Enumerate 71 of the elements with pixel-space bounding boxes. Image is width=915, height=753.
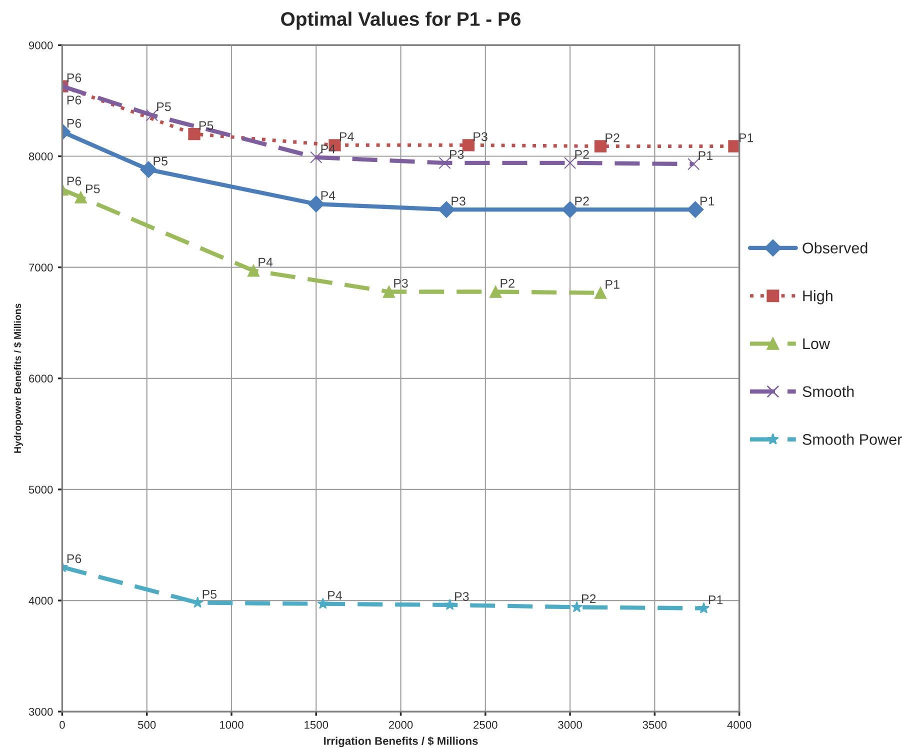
x-tick-label: 2000: [388, 720, 413, 729]
point: [444, 598, 456, 610]
annotation: P5: [154, 156, 168, 166]
x-tick-label: 500: [138, 720, 156, 729]
point: [188, 128, 200, 140]
annotation: P5: [199, 121, 214, 130]
annotation: P2: [606, 133, 620, 142]
point: [594, 140, 607, 152]
annotation: P6: [67, 118, 82, 128]
annotation: P6: [67, 554, 82, 564]
legend-label: High: [803, 290, 832, 304]
x-tick-label: 2500: [474, 720, 498, 729]
point: [462, 139, 475, 152]
annotation: P4: [321, 144, 336, 154]
annotation: P5: [86, 184, 100, 194]
y-tick-label: 8000: [28, 152, 53, 160]
annotation: P1: [606, 280, 620, 289]
y-tick-label: 4000: [28, 596, 53, 605]
annotation: P5: [157, 102, 171, 112]
point: [438, 156, 451, 169]
annotation: P5: [202, 590, 217, 599]
point: [74, 191, 87, 204]
annotation: P1: [698, 151, 712, 160]
y-tick-label: 5000: [28, 486, 53, 494]
point: [564, 156, 576, 169]
annotation: P6: [67, 96, 82, 104]
annotation: P1: [708, 596, 723, 604]
annotation: P2: [500, 278, 514, 288]
y-tick-label: 9000: [29, 41, 53, 50]
annotation: P4: [340, 132, 354, 141]
x-tick-label: 0: [60, 720, 65, 729]
annotation: P1: [700, 196, 714, 206]
annotation: P3: [394, 278, 408, 288]
x-tick-label: 3500: [642, 720, 667, 729]
y-axis-title: Hydropower Benefits / $ Millions: [14, 304, 23, 453]
legend-label: Low: [803, 338, 830, 350]
point: [688, 158, 700, 170]
annotation: P4: [321, 191, 336, 200]
annotation: P6: [67, 73, 82, 82]
x-axis-title: Irrigation Benefits / $ Millions: [324, 736, 478, 748]
legend-label: Smooth: [802, 386, 854, 398]
annotation: P2: [582, 594, 596, 604]
legend-label: Smooth Power: [802, 434, 902, 445]
x-tick-label: 1500: [304, 720, 328, 729]
point: [698, 602, 710, 614]
annotation: P3: [474, 132, 488, 142]
point: [310, 151, 322, 164]
annotation: P2: [575, 150, 589, 159]
point: [571, 601, 583, 612]
x-tick-label: 1000: [220, 720, 244, 729]
point: [382, 286, 395, 298]
chart-title: Optimal Values for P1 - P6: [281, 12, 521, 30]
annotation: P4: [328, 591, 342, 600]
annotation: P4: [258, 258, 273, 266]
point: [594, 286, 607, 299]
annotation: P3: [452, 196, 466, 206]
annotation: P6: [67, 176, 82, 186]
y-tick-label: 3000: [28, 708, 53, 716]
annotation: P3: [450, 150, 464, 159]
point: [317, 598, 329, 609]
y-tick-label: 6000: [29, 374, 53, 383]
x-tick-label: 3000: [558, 720, 582, 729]
annotation: P2: [575, 196, 589, 206]
point: [146, 109, 158, 122]
point: [728, 140, 740, 152]
annotation: P3: [455, 592, 469, 601]
legend-label: Observed: [802, 242, 868, 254]
point: [247, 264, 260, 277]
y-tick-label: 7000: [29, 264, 53, 272]
x-tick-label: 4000: [727, 720, 752, 729]
point: [489, 286, 502, 298]
